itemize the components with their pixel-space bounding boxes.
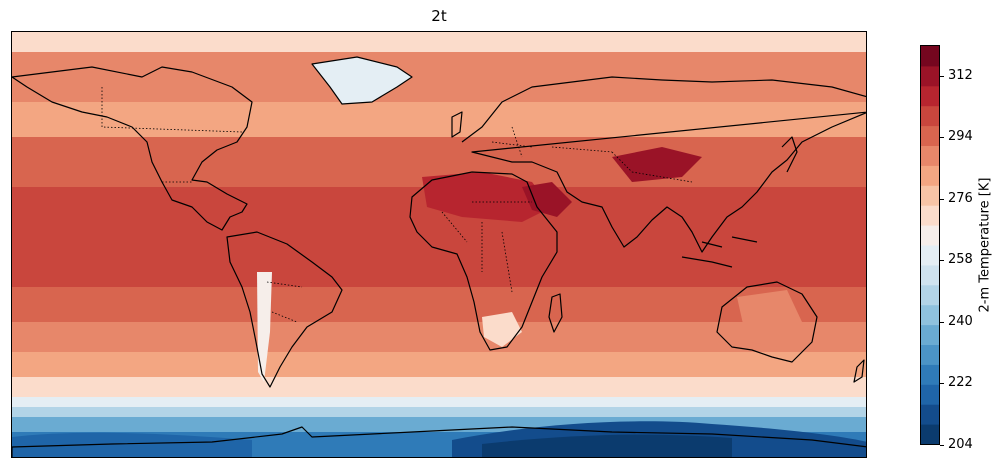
colorbar-ticks: 204 222 240 258 276 294 312 xyxy=(940,45,980,452)
colorbar-segment xyxy=(921,344,939,365)
colorbar-segment xyxy=(921,245,939,266)
tick-mark xyxy=(940,260,944,262)
tick-mark xyxy=(940,137,944,139)
colorbar-tick-label: 294 xyxy=(948,129,973,145)
colorbar-segment xyxy=(921,225,939,246)
tick-mark xyxy=(940,445,944,446)
colorbar-label: 2-m Temperature [K] xyxy=(977,177,993,313)
colorbar-tick-label: 240 xyxy=(948,313,973,329)
colorbar-segment xyxy=(921,384,939,405)
colorbar-segment xyxy=(921,205,939,226)
colorbar xyxy=(920,45,940,445)
colorbar-segment xyxy=(921,125,939,146)
country-borders xyxy=(101,87,693,323)
plot-title: 2t xyxy=(431,7,447,25)
regional-features xyxy=(12,57,866,457)
temperature-bands xyxy=(12,32,866,457)
colorbar-segment xyxy=(921,324,939,345)
colorbar-segment xyxy=(921,424,939,444)
tick-mark xyxy=(940,75,944,77)
colorbar-segment xyxy=(921,105,939,127)
colorbar-tick-label: 312 xyxy=(948,67,973,83)
colorbar-segment xyxy=(921,65,939,87)
temperature-map xyxy=(11,31,867,458)
colorbar-segment xyxy=(921,304,939,326)
colorbar-tick-label: 276 xyxy=(948,190,973,206)
colorbar-segment xyxy=(921,284,939,306)
colorbar-segment xyxy=(921,264,939,286)
colorbar-tick-label: 204 xyxy=(948,437,973,452)
colorbar-segment xyxy=(921,185,939,206)
tick-mark xyxy=(940,321,944,323)
colorbar-tick-label: 258 xyxy=(948,252,973,268)
colorbar-segment xyxy=(921,46,939,67)
colorbar-segment xyxy=(921,364,939,385)
colorbar-segment xyxy=(921,145,939,166)
tick-mark xyxy=(940,383,944,385)
colorbar-tick-label: 222 xyxy=(948,375,973,391)
coastlines xyxy=(12,56,866,457)
colorbar-segment xyxy=(921,404,939,425)
colorbar-segment xyxy=(921,85,939,107)
colorbar-segment xyxy=(921,165,939,186)
tick-mark xyxy=(940,198,944,200)
